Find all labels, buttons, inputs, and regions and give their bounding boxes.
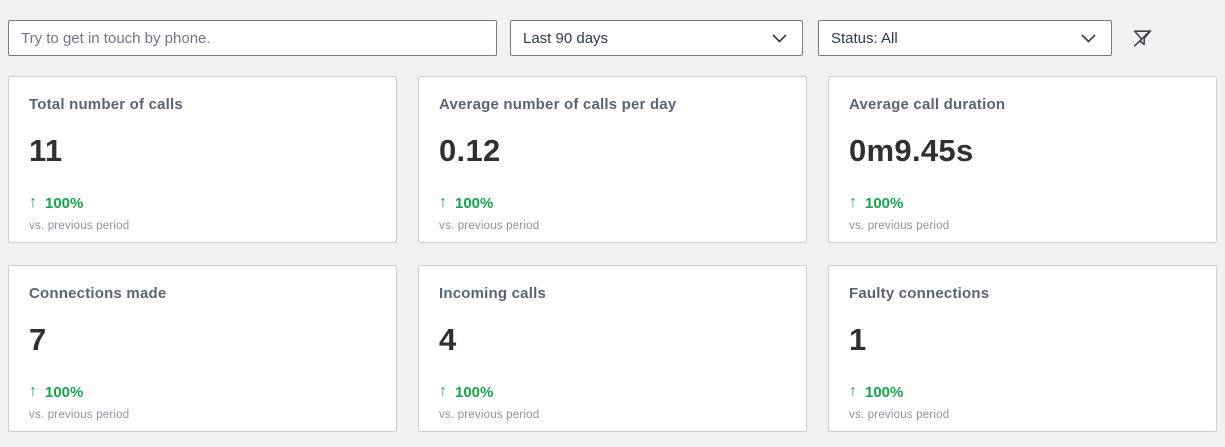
- chevron-down-icon: [772, 33, 787, 43]
- card-value: 0m9.45s: [849, 133, 974, 168]
- stat-card-total-calls: Total number of calls 11 ↑ 100% vs. prev…: [8, 76, 397, 243]
- stat-card-avg-call-duration: Average call duration 0m9.45s ↑ 100% vs.…: [828, 76, 1217, 243]
- comparison-label: vs. previous period: [849, 220, 950, 232]
- up-arrow-icon: ↑: [849, 383, 857, 400]
- card-title: Connections made: [29, 285, 167, 302]
- trend-value: 100%: [865, 383, 904, 401]
- date-range-value: Last 90 days: [523, 29, 609, 47]
- trend-value: 100%: [865, 194, 904, 212]
- trend-value: 100%: [45, 383, 84, 401]
- trend: ↑ 100%: [849, 383, 1196, 401]
- status-dropdown[interactable]: Status: All: [818, 20, 1112, 56]
- card-title: Average call duration: [849, 96, 1006, 113]
- comparison-label: vs. previous period: [29, 220, 130, 232]
- up-arrow-icon: ↑: [29, 383, 37, 400]
- trend-value: 100%: [45, 194, 84, 212]
- search-input[interactable]: [8, 20, 497, 56]
- stat-card-faulty-connections: Faulty connections 1 ↑ 100% vs. previous…: [828, 265, 1217, 432]
- card-value: 7: [29, 322, 47, 357]
- card-title: Total number of calls: [29, 96, 183, 113]
- filter-off-icon: [1133, 29, 1151, 47]
- stat-card-connections-made: Connections made 7 ↑ 100% vs. previous p…: [8, 265, 397, 432]
- chevron-down-icon: [1081, 33, 1096, 43]
- date-range-dropdown[interactable]: Last 90 days: [510, 20, 803, 56]
- up-arrow-icon: ↑: [439, 383, 447, 400]
- trend: ↑ 100%: [439, 383, 786, 401]
- status-value: Status: All: [831, 29, 898, 47]
- stats-grid: Total number of calls 11 ↑ 100% vs. prev…: [0, 56, 1225, 432]
- trend: ↑ 100%: [439, 194, 786, 212]
- card-title: Incoming calls: [439, 285, 546, 302]
- trend-value: 100%: [455, 383, 494, 401]
- stat-card-incoming-calls: Incoming calls 4 ↑ 100% vs. previous per…: [418, 265, 807, 432]
- up-arrow-icon: ↑: [439, 194, 447, 211]
- trend: ↑ 100%: [29, 383, 376, 401]
- trend: ↑ 100%: [849, 194, 1196, 212]
- trend: ↑ 100%: [29, 194, 376, 212]
- card-title: Average number of calls per day: [439, 96, 677, 113]
- up-arrow-icon: ↑: [29, 194, 37, 211]
- comparison-label: vs. previous period: [439, 409, 540, 421]
- card-value: 4: [439, 322, 457, 357]
- card-value: 1: [849, 322, 867, 357]
- comparison-label: vs. previous period: [439, 220, 540, 232]
- stat-card-avg-calls-per-day: Average number of calls per day 0.12 ↑ 1…: [418, 76, 807, 243]
- filter-bar: Last 90 days Status: All: [0, 0, 1225, 56]
- card-value: 0.12: [439, 133, 501, 168]
- card-value: 11: [29, 133, 63, 168]
- clear-filters-button[interactable]: [1126, 22, 1158, 54]
- up-arrow-icon: ↑: [849, 194, 857, 211]
- comparison-label: vs. previous period: [849, 409, 950, 421]
- card-title: Faulty connections: [849, 285, 990, 302]
- trend-value: 100%: [455, 194, 494, 212]
- comparison-label: vs. previous period: [29, 409, 130, 421]
